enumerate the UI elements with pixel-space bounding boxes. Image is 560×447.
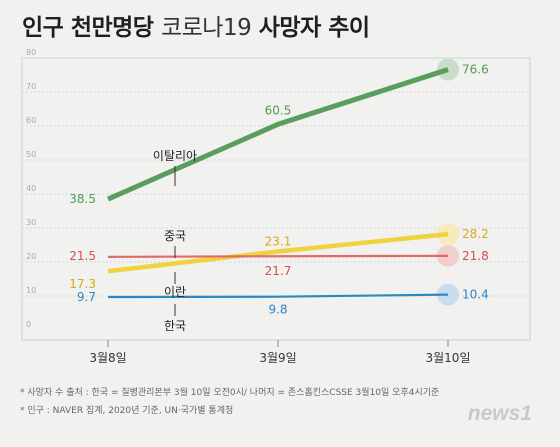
x-tick-label: 3월8일 bbox=[89, 351, 126, 365]
title-part3: 사망자 추이 bbox=[258, 15, 370, 41]
title-part2: 코로나19 bbox=[160, 15, 252, 41]
x-tick-label: 3월10일 bbox=[426, 351, 471, 365]
source-note: * 사망자 수 출처 : 한국 = 질병관리본부 3월 10일 오전0시/ 나머… bbox=[20, 388, 440, 398]
data-label: 76.6 bbox=[462, 63, 489, 77]
data-label: 10.4 bbox=[462, 288, 489, 302]
population-note: * 인구 : NAVER 집계, 2020년 기준, UN·국가별 통계청 bbox=[20, 406, 234, 416]
x-tick-label: 3월9일 bbox=[259, 351, 296, 365]
series-name-label: 중국 bbox=[164, 229, 186, 243]
series-name-label: 이란 bbox=[164, 285, 186, 299]
series-line-3 bbox=[107, 293, 449, 299]
data-label: 21.7 bbox=[265, 264, 292, 278]
series-line-0 bbox=[106, 67, 449, 202]
data-label: 17.3 bbox=[69, 277, 96, 291]
data-label: 60.5 bbox=[265, 103, 292, 117]
y-tick-label: 30 bbox=[26, 218, 36, 227]
y-tick-label: 60 bbox=[26, 116, 36, 125]
data-label: 9.7 bbox=[77, 290, 96, 304]
data-label: 9.8 bbox=[268, 303, 287, 317]
data-label: 28.2 bbox=[462, 227, 489, 241]
y-tick-label: 70 bbox=[26, 82, 36, 91]
data-label: 21.8 bbox=[462, 249, 489, 263]
title-part1: 인구 천만명당 bbox=[22, 15, 154, 41]
series-name-label: 이탈리아 bbox=[153, 149, 197, 163]
series-line-2 bbox=[107, 254, 449, 258]
y-tick-label: 40 bbox=[26, 184, 36, 193]
chart-title: 인구 천만명당 코로나19 사망자 추이 bbox=[22, 8, 370, 42]
data-label: 21.5 bbox=[69, 249, 96, 263]
data-label: 38.5 bbox=[69, 192, 96, 206]
news1-logo: news1 bbox=[467, 402, 532, 425]
y-tick-label: 80 bbox=[26, 48, 36, 57]
data-label: 23.1 bbox=[265, 234, 292, 248]
series-line-1 bbox=[107, 231, 449, 274]
y-tick-label: 0 bbox=[26, 320, 31, 329]
y-tick-label: 20 bbox=[26, 252, 36, 261]
y-tick-label: 10 bbox=[26, 286, 36, 295]
series-name-label: 한국 bbox=[164, 319, 186, 333]
y-tick-label: 50 bbox=[26, 150, 36, 159]
end-marker-2 bbox=[437, 244, 459, 267]
